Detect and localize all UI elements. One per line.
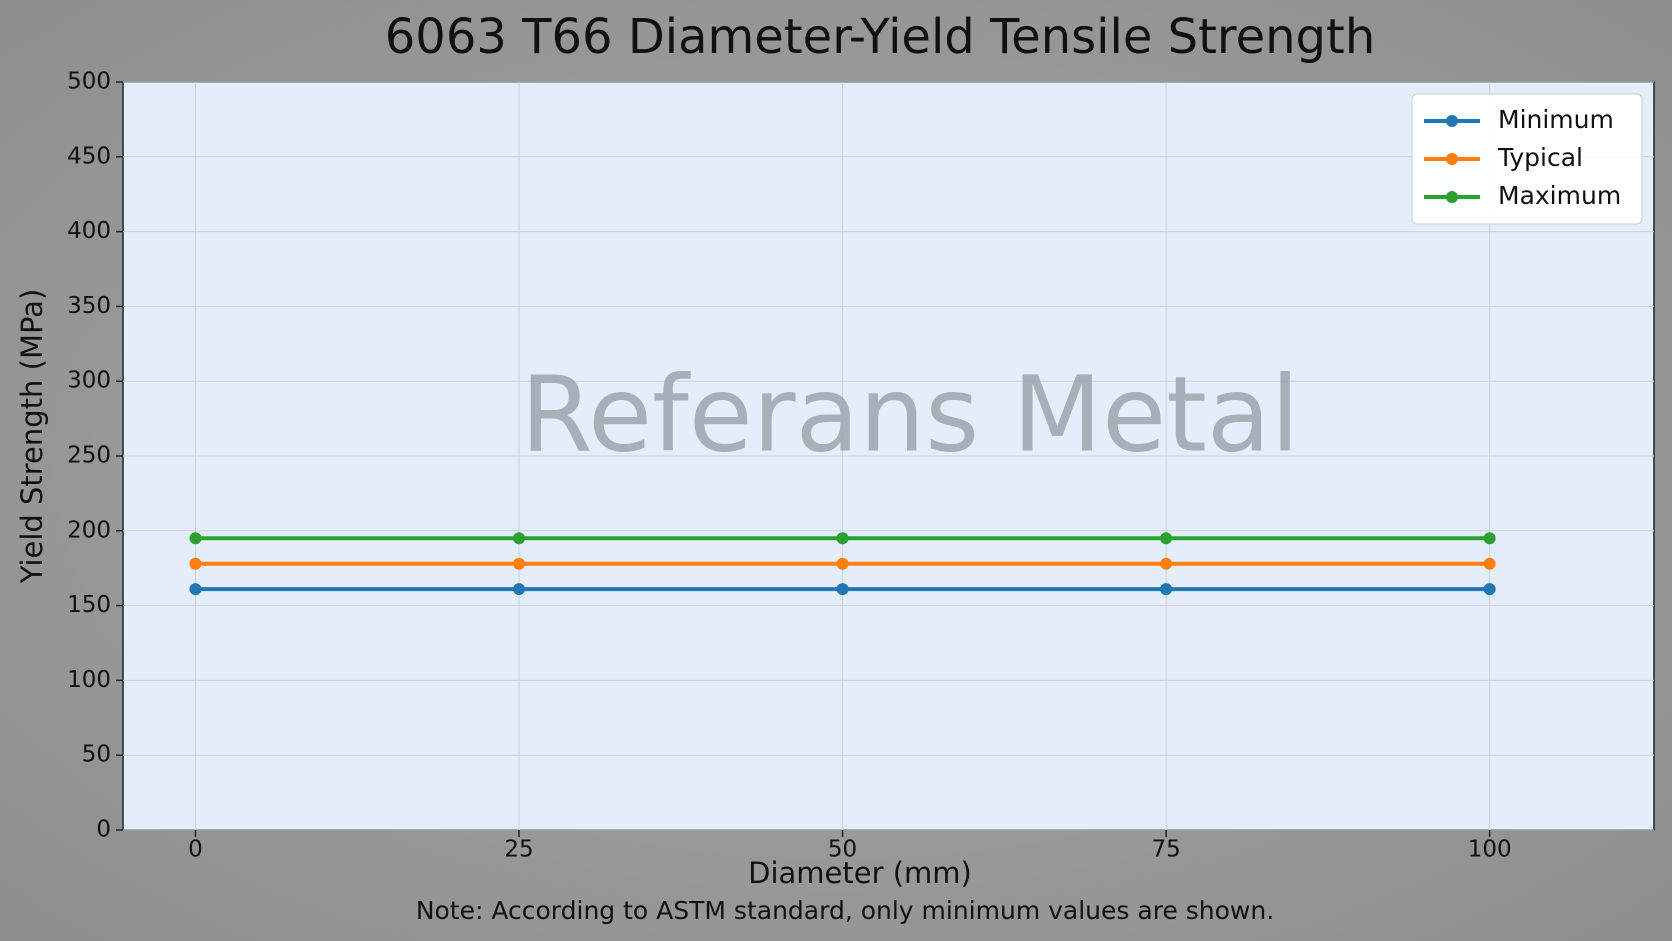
data-point [1160,557,1173,570]
data-point [836,532,849,545]
x-tick-label: 50 [828,837,857,863]
data-point [1483,583,1496,596]
data-point [189,583,202,596]
legend-label: Minimum [1498,105,1614,134]
y-tick-label: 0 [96,817,111,843]
y-tick-label: 100 [67,667,111,693]
data-point [189,557,202,570]
watermark: Referans Metal [521,353,1300,475]
y-axis-label: Yield Strength (MPa) [15,289,49,585]
legend-marker [1446,115,1458,127]
x-tick-label: 100 [1468,837,1512,863]
data-point [1483,557,1496,570]
data-point [513,532,526,545]
data-point [1483,532,1496,545]
x-tick-label: 25 [504,837,533,863]
legend: Minimum Typical Maximum [1411,93,1643,225]
x-axis-label: Diameter (mm) [748,856,972,890]
note: Note: According to ASTM standard, only m… [416,896,1274,925]
data-point [836,557,849,570]
x-tick-label: 75 [1151,837,1180,863]
legend-marker [1446,191,1458,203]
grid: 0 50 100 150 200 250 300 350 400 450 500 0 25 50 75 100 [67,69,1654,863]
legend-label: Typical [1497,143,1583,172]
y-tick-label: 300 [67,368,111,394]
x-tick-label: 0 [188,837,203,863]
legend-marker [1446,153,1458,165]
data-point [513,557,526,570]
y-tick-label: 500 [67,69,111,95]
data-point [836,583,849,596]
data-point [513,583,526,596]
y-tick-label: 50 [82,742,111,768]
y-tick-label: 200 [67,517,111,543]
legend-box [1411,93,1643,225]
series-layer [189,532,1496,596]
y-tick-label: 150 [67,592,111,618]
y-tick-label: 450 [67,143,111,169]
y-tick-label: 250 [67,443,111,469]
y-tick-label: 350 [67,293,111,319]
y-tick-label: 400 [67,218,111,244]
legend-label: Maximum [1498,181,1621,210]
data-point [1160,532,1173,545]
chart-title: 6063 T66 Diameter-Yield Tensile Strength [385,9,1375,65]
data-point [1160,583,1173,596]
data-point [189,532,202,545]
